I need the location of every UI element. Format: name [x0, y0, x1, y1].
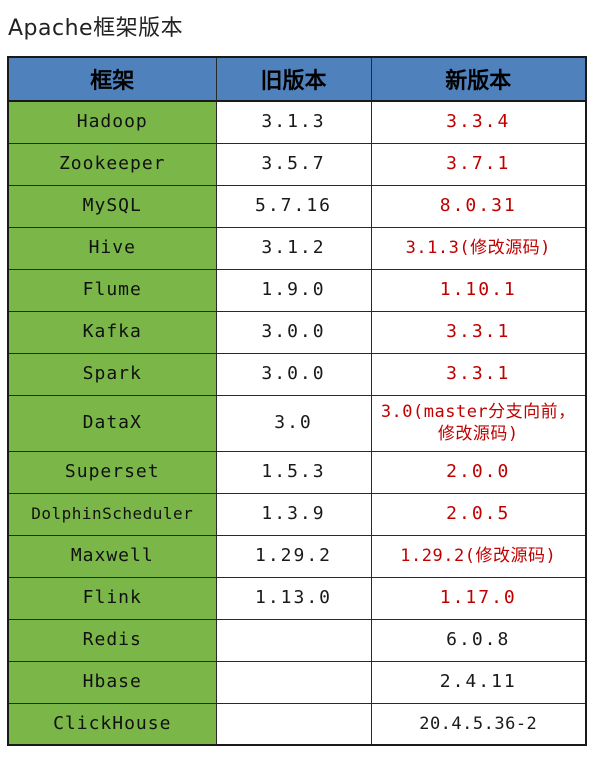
framework-cell: Hadoop — [7, 100, 217, 144]
framework-cell: Superset — [7, 450, 217, 494]
old-version-cell: 1.29.2 — [215, 534, 372, 578]
table-row: DolphinScheduler 1.3.9 2.0.5 — [7, 492, 587, 536]
old-version-cell: 1.13.0 — [215, 576, 372, 620]
new-version-cell: 1.10.1 — [370, 268, 587, 312]
table-row: DataX 3.0 3.0(master分支向前，修改源码) — [7, 394, 587, 452]
table-row: Hive 3.1.2 3.1.3(修改源码) — [7, 226, 587, 270]
old-version-cell: 3.0.0 — [215, 352, 372, 396]
column-header-framework: 框架 — [7, 56, 217, 102]
table-row: Redis 6.0.8 — [7, 618, 587, 662]
new-version-cell: 20.4.5.36-2 — [370, 702, 587, 746]
old-version-cell — [215, 618, 372, 662]
old-version-cell: 3.5.7 — [215, 142, 372, 186]
table-row: Spark 3.0.0 3.3.1 — [7, 352, 587, 396]
new-version-cell: 6.0.8 — [370, 618, 587, 662]
old-version-cell: 3.0 — [215, 394, 372, 452]
framework-cell: Hbase — [7, 660, 217, 704]
old-version-cell: 3.1.2 — [215, 226, 372, 270]
framework-cell: ClickHouse — [7, 702, 217, 746]
old-version-cell — [215, 660, 372, 704]
new-version-cell: 1.29.2(修改源码) — [370, 534, 587, 578]
framework-cell: Flume — [7, 268, 217, 312]
table-row: Flink 1.13.0 1.17.0 — [7, 576, 587, 620]
framework-cell: Hive — [7, 226, 217, 270]
table-header-row: 框架 旧版本 新版本 — [7, 56, 587, 102]
framework-cell: DolphinScheduler — [7, 492, 217, 536]
new-version-cell: 3.3.1 — [370, 352, 587, 396]
framework-cell: Zookeeper — [7, 142, 217, 186]
framework-cell: Spark — [7, 352, 217, 396]
framework-cell: MySQL — [7, 184, 217, 228]
new-version-cell: 3.1.3(修改源码) — [370, 226, 587, 270]
table-row: Maxwell 1.29.2 1.29.2(修改源码) — [7, 534, 587, 578]
framework-cell: Kafka — [7, 310, 217, 354]
framework-cell: Flink — [7, 576, 217, 620]
old-version-cell: 3.1.3 — [215, 100, 372, 144]
table-row: Kafka 3.0.0 3.3.1 — [7, 310, 587, 354]
new-version-cell: 3.3.4 — [370, 100, 587, 144]
new-version-cell: 8.0.31 — [370, 184, 587, 228]
table-row: Flume 1.9.0 1.10.1 — [7, 268, 587, 312]
page-title: Apache框架版本 — [8, 16, 184, 41]
new-version-cell: 2.4.11 — [370, 660, 587, 704]
table-row: Zookeeper 3.5.7 3.7.1 — [7, 142, 587, 186]
new-version-cell: 3.0(master分支向前，修改源码) — [370, 394, 587, 452]
table-row: MySQL 5.7.16 8.0.31 — [7, 184, 587, 228]
table-row: Superset 1.5.3 2.0.0 — [7, 450, 587, 494]
old-version-cell: 3.0.0 — [215, 310, 372, 354]
framework-cell: Redis — [7, 618, 217, 662]
new-version-cell: 3.3.1 — [370, 310, 587, 354]
old-version-cell — [215, 702, 372, 746]
column-header-new-version: 新版本 — [370, 56, 587, 102]
new-version-cell: 2.0.0 — [370, 450, 587, 494]
table-row: Hadoop 3.1.3 3.3.4 — [7, 100, 587, 144]
new-version-cell: 3.7.1 — [370, 142, 587, 186]
new-version-cell: 1.17.0 — [370, 576, 587, 620]
framework-cell: DataX — [7, 394, 217, 452]
framework-cell: Maxwell — [7, 534, 217, 578]
table-row: ClickHouse 20.4.5.36-2 — [7, 702, 587, 746]
old-version-cell: 1.9.0 — [215, 268, 372, 312]
new-version-cell: 2.0.5 — [370, 492, 587, 536]
version-table: 框架 旧版本 新版本 Hadoop 3.1.3 3.3.4 Zookeeper 3.5.… — [7, 56, 587, 746]
old-version-cell: 1.5.3 — [215, 450, 372, 494]
old-version-cell: 5.7.16 — [215, 184, 372, 228]
column-header-old-version: 旧版本 — [215, 56, 372, 102]
old-version-cell: 1.3.9 — [215, 492, 372, 536]
table-row: Hbase 2.4.11 — [7, 660, 587, 704]
